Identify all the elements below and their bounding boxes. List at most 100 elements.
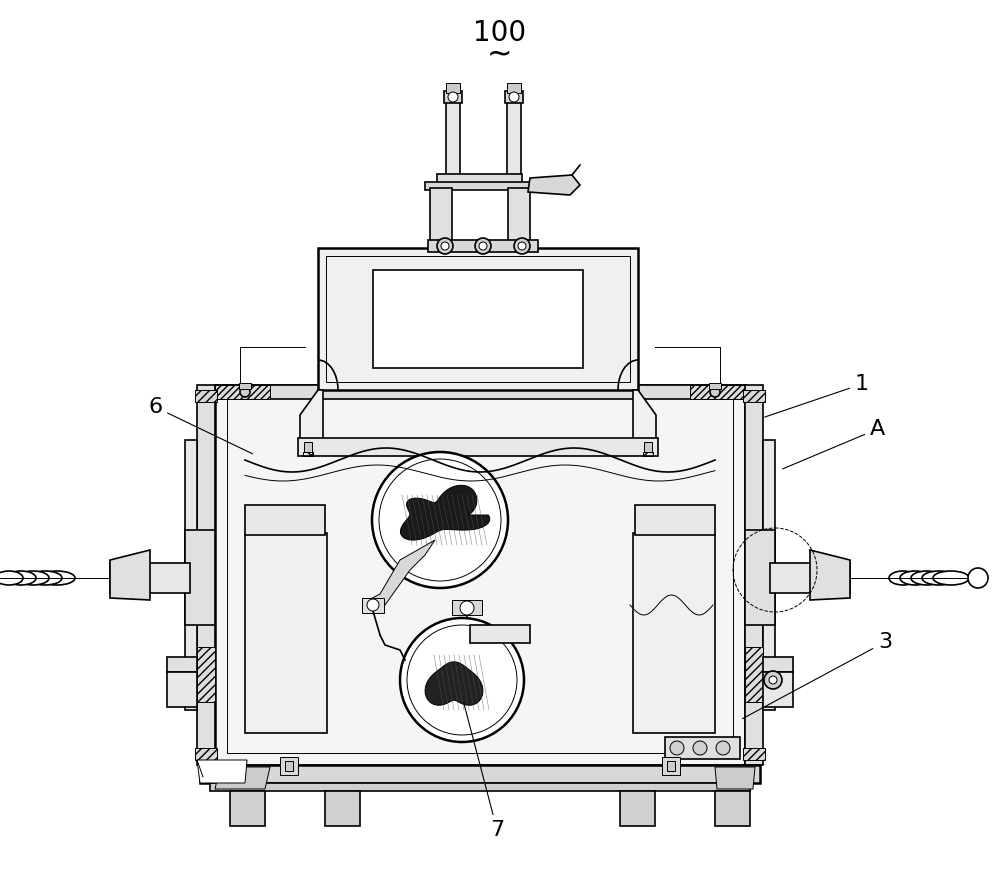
Bar (239, 383, 251, 389)
Bar (197, 647, 215, 702)
Ellipse shape (39, 571, 75, 585)
Text: 3: 3 (742, 632, 892, 718)
Bar (425, 182, 535, 190)
Bar (446, 83, 460, 93)
Polygon shape (810, 550, 850, 600)
Bar (227, 397, 733, 753)
Polygon shape (197, 760, 247, 783)
Bar (298, 438, 658, 456)
Polygon shape (365, 540, 435, 610)
Text: 100: 100 (473, 19, 527, 47)
Bar (185, 440, 197, 710)
Bar (215, 385, 745, 765)
Ellipse shape (900, 571, 930, 585)
Bar (210, 783, 750, 791)
Bar (763, 672, 793, 707)
Circle shape (509, 92, 519, 102)
Bar (446, 100, 460, 182)
Ellipse shape (17, 571, 49, 585)
Polygon shape (425, 661, 483, 705)
Bar (326, 256, 630, 382)
Text: 7: 7 (464, 702, 504, 840)
Bar (437, 174, 522, 184)
Circle shape (379, 459, 501, 581)
Bar (167, 657, 197, 672)
Bar (508, 188, 530, 243)
Polygon shape (300, 390, 323, 440)
Bar (620, 791, 655, 826)
Polygon shape (715, 767, 755, 789)
Polygon shape (633, 390, 656, 440)
Bar (325, 791, 360, 826)
Bar (280, 757, 298, 775)
Bar (167, 672, 197, 707)
Text: ∼: ∼ (487, 41, 513, 69)
Ellipse shape (889, 571, 917, 585)
Polygon shape (110, 550, 150, 600)
Bar (245, 505, 325, 535)
Ellipse shape (6, 571, 36, 585)
Ellipse shape (0, 571, 23, 585)
Ellipse shape (28, 571, 62, 585)
Bar (643, 452, 653, 456)
Bar (635, 505, 715, 535)
Bar (318, 248, 638, 390)
Circle shape (764, 671, 782, 689)
Bar (763, 657, 793, 672)
Bar (763, 440, 775, 710)
Ellipse shape (922, 571, 956, 585)
Bar (745, 385, 763, 765)
Circle shape (460, 601, 474, 615)
Bar (507, 83, 521, 93)
Bar (665, 737, 740, 759)
Circle shape (968, 568, 988, 588)
Ellipse shape (911, 571, 943, 585)
Bar (373, 270, 583, 368)
Bar (770, 563, 850, 593)
Circle shape (407, 625, 517, 735)
Bar (304, 442, 312, 452)
Circle shape (710, 387, 720, 397)
Polygon shape (215, 767, 270, 789)
Bar (662, 757, 680, 775)
Polygon shape (400, 485, 490, 541)
Circle shape (448, 92, 458, 102)
Bar (444, 91, 462, 103)
Ellipse shape (933, 571, 969, 585)
Polygon shape (528, 175, 580, 195)
Bar (215, 385, 270, 399)
Bar (507, 100, 521, 182)
Bar (197, 385, 215, 765)
Circle shape (400, 618, 524, 742)
Text: 6: 6 (148, 397, 252, 453)
Bar (230, 791, 265, 826)
Circle shape (514, 238, 530, 254)
Text: 1: 1 (765, 374, 869, 417)
Bar (633, 533, 715, 733)
Bar (428, 240, 538, 252)
Circle shape (693, 741, 707, 755)
Circle shape (475, 238, 491, 254)
Bar (715, 791, 750, 826)
Text: A: A (783, 419, 885, 469)
Bar (745, 530, 775, 625)
Circle shape (240, 387, 250, 397)
Circle shape (372, 452, 508, 588)
Bar (285, 761, 293, 771)
Bar (195, 390, 217, 402)
Circle shape (716, 741, 730, 755)
Bar (195, 748, 217, 760)
Circle shape (367, 599, 379, 611)
Circle shape (479, 242, 487, 250)
Bar (745, 647, 763, 702)
Bar (110, 563, 190, 593)
Bar (690, 385, 745, 399)
Bar (303, 452, 313, 456)
Bar (505, 91, 523, 103)
Bar (200, 765, 760, 783)
Bar (185, 530, 215, 625)
Circle shape (518, 242, 526, 250)
Bar (362, 598, 384, 613)
Bar (743, 748, 765, 760)
Bar (452, 600, 482, 615)
